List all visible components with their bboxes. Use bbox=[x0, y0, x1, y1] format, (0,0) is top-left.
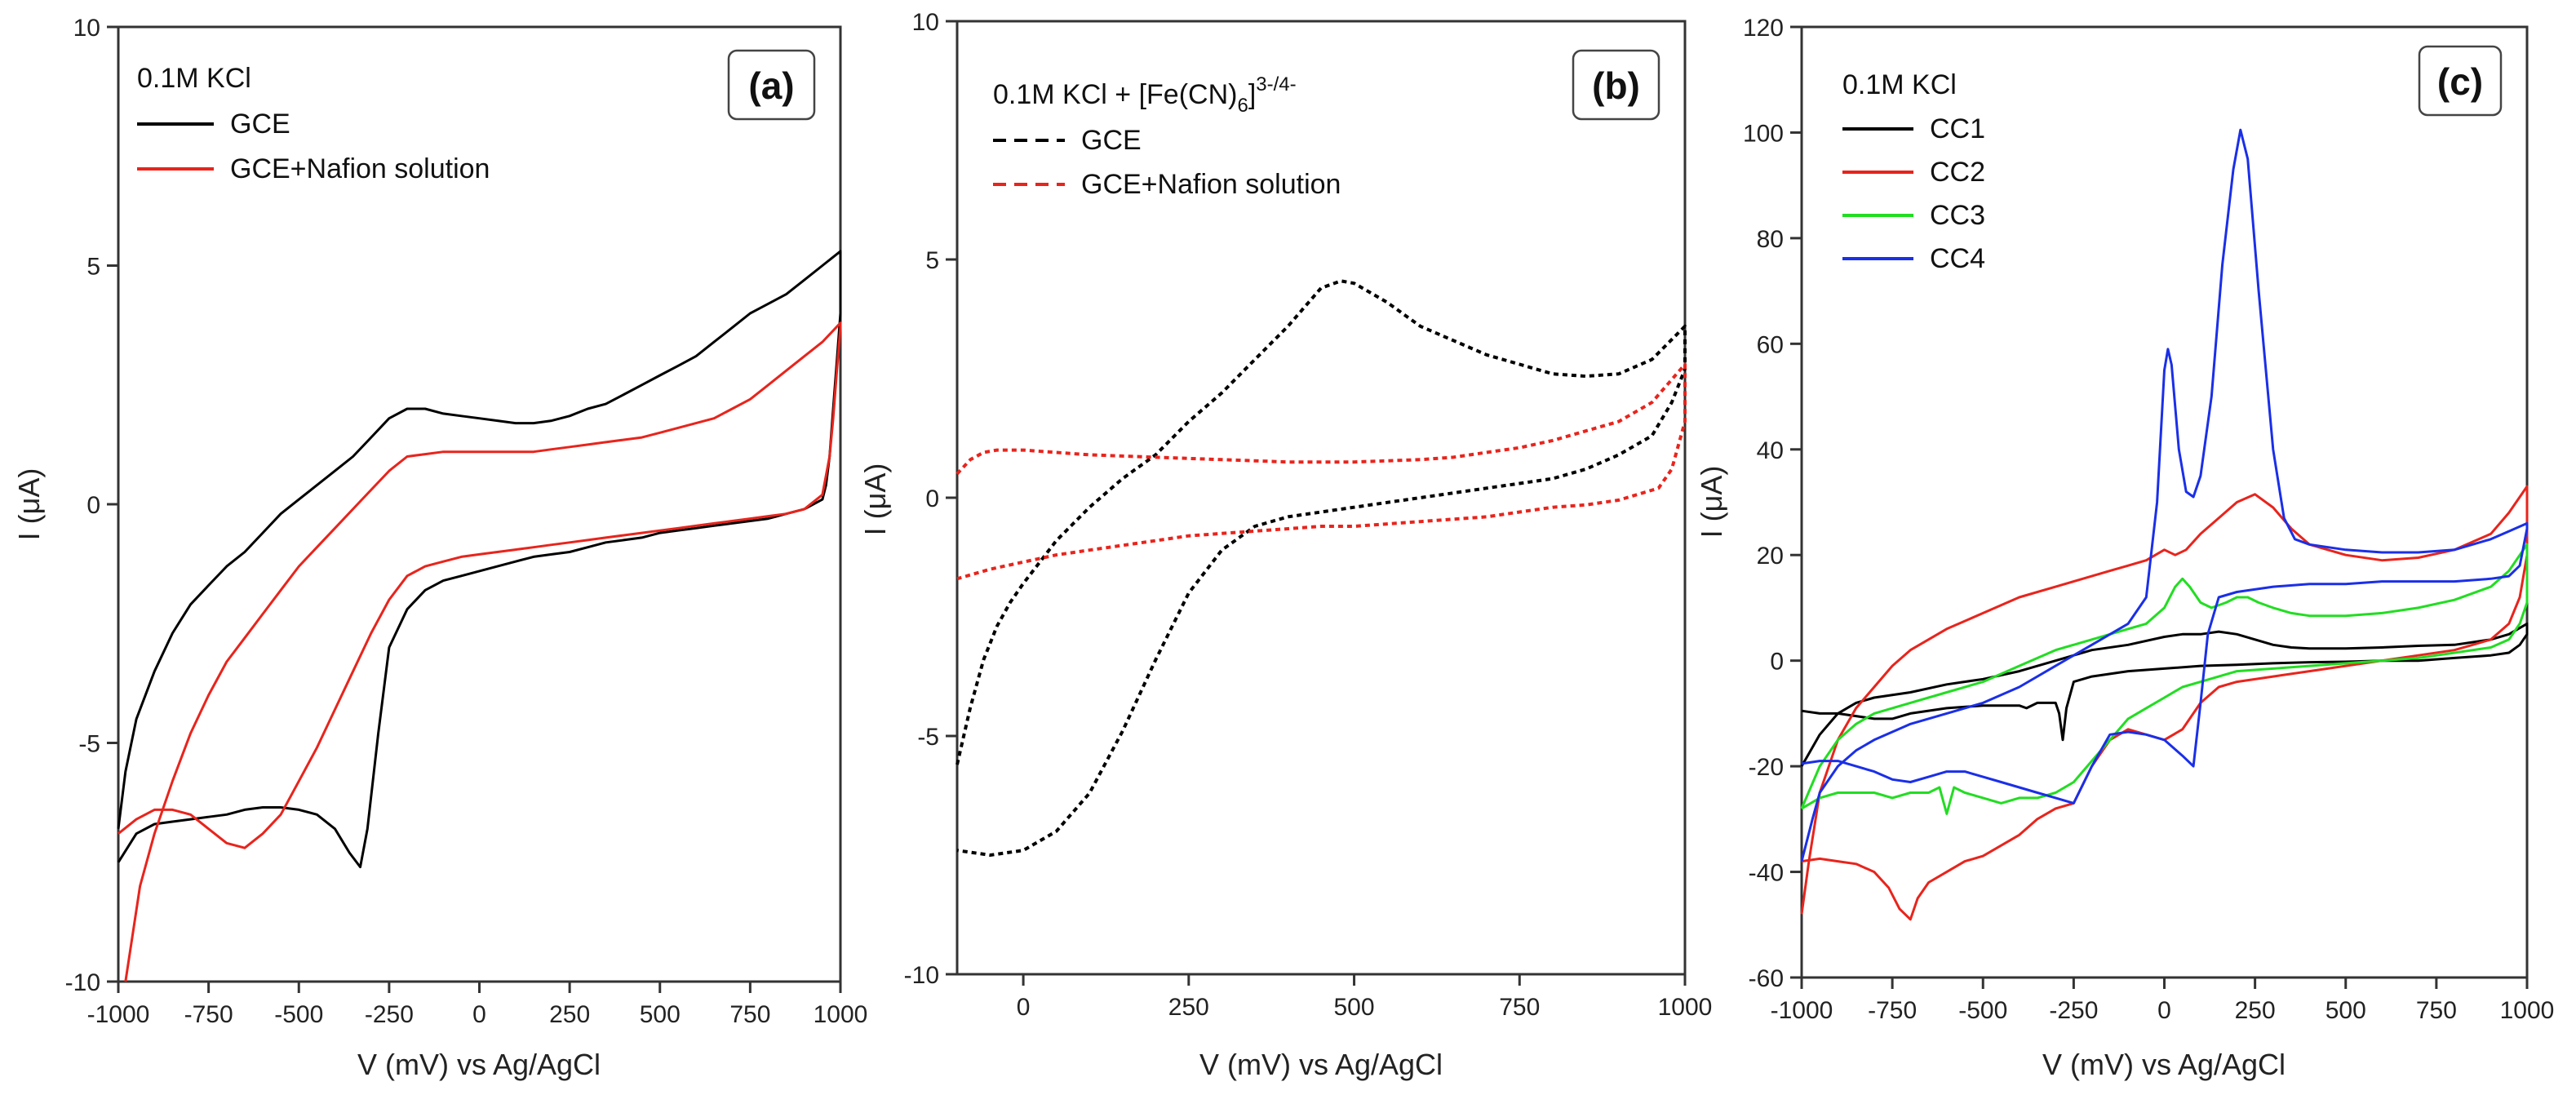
panel-b-legend-title: 0.1M KCl + [Fe(CN)6]3-/4- bbox=[993, 73, 1297, 117]
panel-b-tag: (b) bbox=[1592, 64, 1640, 107]
panel-a-legend-label-nafion: GCE+Nafion solution bbox=[230, 153, 490, 184]
panel-b-series-gce bbox=[955, 279, 1687, 857]
panel-c: -1000 -750 -500 -250 0 250 500 750 1000-60-40-20… bbox=[1695, 15, 2554, 1081]
panel-b-y-axis-label: I (μA) bbox=[858, 463, 892, 536]
panel-a-y-tick-label: 0 bbox=[86, 492, 100, 519]
panel-c-legend-label-cc2: CC2 bbox=[1930, 157, 1985, 188]
panel-b: 0 250 500 750 1000 -10 -5 0 5 10 0.1M KCl + [Fe(C… bbox=[858, 9, 1712, 1081]
panel-c-x-tick-label: 500 bbox=[2325, 997, 2366, 1024]
panel-a-y-tick-label: 10 bbox=[73, 15, 100, 42]
panel-c-x-tick-label: 1000 bbox=[2500, 997, 2555, 1024]
panel-a-x-tick-label: -1000 bbox=[87, 1001, 150, 1028]
panel-b-legend-label-gce: GCE bbox=[1081, 125, 1142, 156]
panel-c-series-cc3 bbox=[1800, 543, 2529, 815]
panel-c-series bbox=[1800, 128, 2529, 921]
panel-c-plot-frame bbox=[1800, 25, 2529, 979]
panel-a-x-tick-label: -500 bbox=[274, 1001, 323, 1028]
panel-b-y-tick-label: -10 bbox=[904, 962, 939, 989]
panel-a-x-tick-label: 500 bbox=[640, 1001, 681, 1028]
panel-c-legend-label-cc3: CC3 bbox=[1930, 200, 1985, 231]
panel-c-legend-title: 0.1M KCl bbox=[1842, 69, 1957, 100]
panel-b-legend-label-nafion: GCE+Nafion solution bbox=[1081, 169, 1341, 200]
panel-a-legend-label-gce: GCE bbox=[230, 109, 290, 140]
panel-b-x-tick-label: 750 bbox=[1499, 994, 1540, 1021]
panel-c-y-tick-label: 120 bbox=[1743, 15, 1784, 42]
panel-c-y-tick-label: 20 bbox=[1757, 543, 1784, 570]
panel-a-y-tick-label: 5 bbox=[86, 254, 100, 281]
panel-b-y-tick-label: -5 bbox=[917, 724, 939, 751]
panel-c-y-tick-label: -20 bbox=[1749, 754, 1784, 781]
panel-c-x-tick-label: -750 bbox=[1868, 997, 1917, 1024]
panel-c-y-tick-label: 40 bbox=[1757, 437, 1784, 464]
panel-b-x-tick-label: 1000 bbox=[1658, 994, 1713, 1021]
panel-a-x-tick-label: -750 bbox=[184, 1001, 233, 1028]
panel-a: -1000 -750 -500 -250 0 250 500 750 1000 -10 -5 0 5 10… bbox=[12, 15, 867, 1081]
panel-c-y-tick-label: 60 bbox=[1757, 331, 1784, 358]
panel-a-series bbox=[117, 250, 842, 982]
panel-a-series-gce-nafion-solution bbox=[117, 321, 842, 982]
panel-a-tag-box bbox=[727, 49, 816, 121]
panel-c-x-axis-label: V (mV) vs Ag/AgCl bbox=[2042, 1048, 2286, 1081]
panel-c-x-tick-label: 750 bbox=[2416, 997, 2457, 1024]
panel-a-y-tick-label: -5 bbox=[78, 731, 100, 758]
panel-c-legend-label-cc4: CC4 bbox=[1930, 243, 1985, 274]
panel-c-series-cc2 bbox=[1800, 485, 2529, 921]
panel-b-legend-title-sup: 3-/4- bbox=[1256, 73, 1296, 95]
panel-c-y-tick-label: -60 bbox=[1749, 965, 1784, 992]
panel-c-series-cc1 bbox=[1800, 622, 2529, 767]
panel-b-legend-title-main: 0.1M KCl + [Fe(CN) bbox=[993, 79, 1237, 110]
panel-b-series-gce-nafion-solution bbox=[955, 362, 1687, 581]
panel-c-y-tick-label: 80 bbox=[1757, 226, 1784, 253]
panel-a-ticks: -1000 -750 -500 -250 0 250 500 750 1000 -10 -5 0 5 10 bbox=[65, 15, 868, 1028]
panel-c-y-tick-label: 100 bbox=[1743, 120, 1784, 147]
panel-c-x-tick-label: 0 bbox=[2157, 997, 2171, 1024]
panel-c-tag-box bbox=[2418, 45, 2503, 117]
panel-a-x-tick-label: -250 bbox=[365, 1001, 414, 1028]
panel-c-x-tick-label: -1000 bbox=[1771, 997, 1833, 1024]
panel-b-x-tick-label: 0 bbox=[1017, 994, 1031, 1021]
panel-b-y-tick-label: 10 bbox=[912, 9, 939, 36]
panel-b-legend-title-sub: 6 bbox=[1237, 95, 1248, 117]
panel-a-x-tick-label: 1000 bbox=[814, 1001, 868, 1028]
panel-b-x-tick-label: 250 bbox=[1168, 994, 1209, 1021]
panel-c-y-tick-label: -40 bbox=[1749, 860, 1784, 887]
panel-a-y-tick-label: -10 bbox=[65, 969, 100, 996]
panel-c-x-tick-label: -250 bbox=[2049, 997, 2098, 1024]
panel-b-legend-title-close: ] bbox=[1248, 79, 1256, 110]
panel-c-ticks: -1000 -750 -500 -250 0 250 500 750 1000-60-40-20… bbox=[1743, 15, 2554, 1024]
panel-b-y-tick-label: 0 bbox=[925, 485, 939, 512]
panel-b-tag-box bbox=[1572, 49, 1660, 121]
panel-a-y-axis-label: I (μA) bbox=[12, 468, 46, 541]
panel-a-x-tick-label: 0 bbox=[472, 1001, 486, 1028]
panel-a-x-tick-label: 750 bbox=[729, 1001, 770, 1028]
panel-c-series-cc4 bbox=[1800, 128, 2529, 862]
panel-b-ticks: 0 250 500 750 1000 -10 -5 0 5 10 bbox=[904, 9, 1713, 1021]
panel-a-x-tick-label: 250 bbox=[549, 1001, 590, 1028]
panel-c-y-axis-label: I (μA) bbox=[1695, 466, 1728, 539]
panel-c-legend-label-cc1: CC1 bbox=[1930, 113, 1985, 144]
panel-b-x-tick-label: 500 bbox=[1334, 994, 1375, 1021]
panel-b-y-tick-label: 5 bbox=[925, 247, 939, 274]
panel-c-x-tick-label: 250 bbox=[2235, 997, 2276, 1024]
panel-c-y-tick-label: 0 bbox=[1770, 649, 1784, 676]
panel-c-x-tick-label: -500 bbox=[1958, 997, 2007, 1024]
panel-a-x-axis-label: V (mV) vs Ag/AgCl bbox=[357, 1048, 601, 1081]
panel-b-x-axis-label: V (mV) vs Ag/AgCl bbox=[1199, 1048, 1443, 1081]
panel-a-tag: (a) bbox=[748, 64, 794, 107]
panel-a-legend-title: 0.1M KCl bbox=[137, 63, 251, 94]
panel-c-tag: (c) bbox=[2437, 60, 2483, 103]
panel-b-plot-frame bbox=[955, 20, 1687, 976]
panel-b-series bbox=[955, 279, 1687, 857]
panel-a-series-gce bbox=[117, 250, 842, 869]
